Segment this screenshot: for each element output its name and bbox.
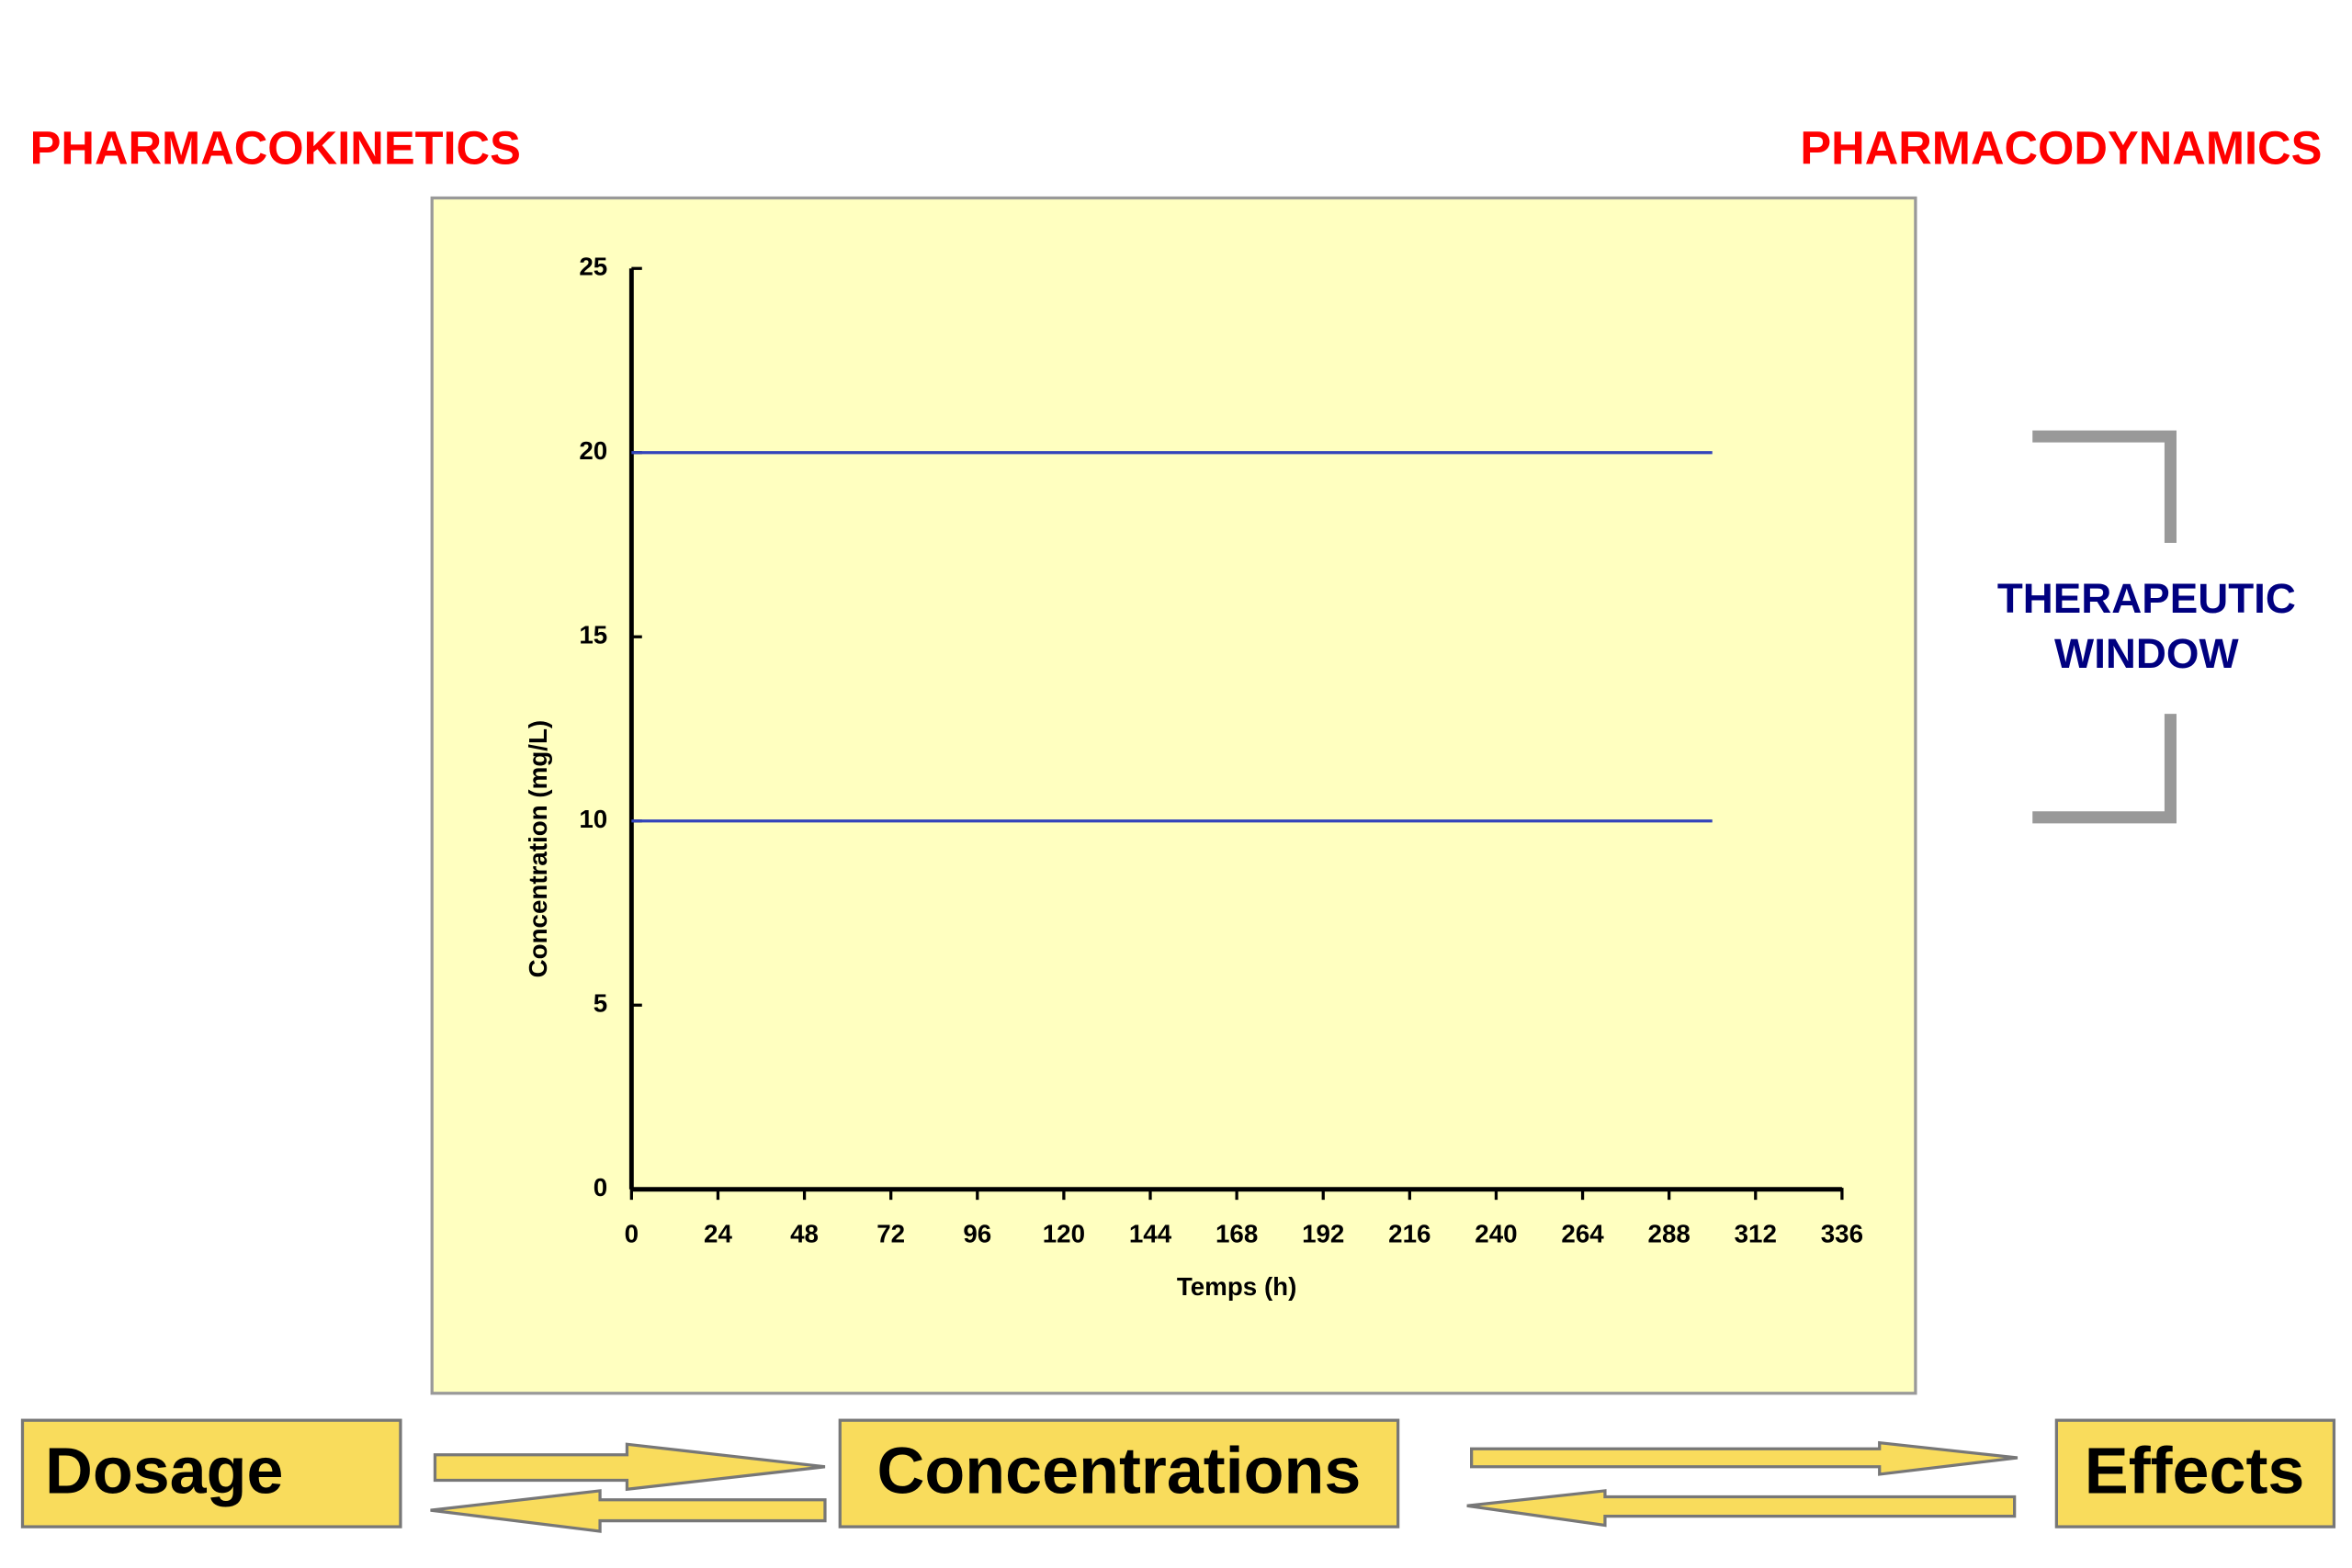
box-label: Effects xyxy=(2085,1435,2305,1508)
y-tick-label: 15 xyxy=(579,621,607,649)
box-label: Dosage xyxy=(45,1435,283,1508)
right-heading: PHARMACODYNAMICS xyxy=(1800,121,2322,174)
x-tick-label: 288 xyxy=(1648,1220,1690,1248)
chart-area xyxy=(430,196,1917,1395)
arrow xyxy=(433,1442,826,1492)
x-tick-label: 48 xyxy=(790,1220,819,1248)
box-label: Concentrations xyxy=(877,1435,1362,1508)
x-tick-label: 96 xyxy=(963,1220,991,1248)
arrow xyxy=(1466,1489,2017,1528)
window-bracket xyxy=(2032,430,2177,824)
x-tick-label: 264 xyxy=(1561,1220,1604,1248)
x-tick-label: 120 xyxy=(1043,1220,1085,1248)
plot: 0 5 10 15 20 25 0 24 48 72 96 120 144 168 192 216 240 264… xyxy=(524,253,1863,1301)
x-tick-label: 216 xyxy=(1388,1220,1430,1248)
y-tick-label: 5 xyxy=(594,989,607,1018)
arrow xyxy=(1470,1440,2018,1476)
x-tick-label: 240 xyxy=(1475,1220,1517,1248)
y-axis-label: Concentration (mg/L) xyxy=(524,720,552,978)
arrow xyxy=(430,1489,827,1533)
y-tick-label: 10 xyxy=(579,805,607,833)
x-tick-label: 312 xyxy=(1735,1220,1777,1248)
x-tick-label: 72 xyxy=(876,1220,905,1248)
window-label: WINDOW xyxy=(2054,630,2239,677)
x-tick-label: 24 xyxy=(704,1220,732,1248)
x-tick-label: 336 xyxy=(1821,1220,1863,1248)
window-label: THERAPEUTIC xyxy=(1997,575,2296,622)
x-tick-label: 192 xyxy=(1302,1220,1344,1248)
box xyxy=(2054,1418,2336,1529)
x-axis-label: Temps (h) xyxy=(1177,1272,1297,1301)
y-tick-label: 20 xyxy=(579,436,607,465)
box xyxy=(20,1418,402,1529)
box xyxy=(838,1418,1400,1529)
x-tick-label: 0 xyxy=(625,1220,639,1248)
x-tick-label: 168 xyxy=(1216,1220,1258,1248)
y-tick-label: 25 xyxy=(579,253,607,281)
y-tick-label: 0 xyxy=(594,1173,607,1201)
x-tick-label: 144 xyxy=(1129,1220,1172,1248)
left-heading: PHARMACOKINETICS xyxy=(30,121,521,174)
